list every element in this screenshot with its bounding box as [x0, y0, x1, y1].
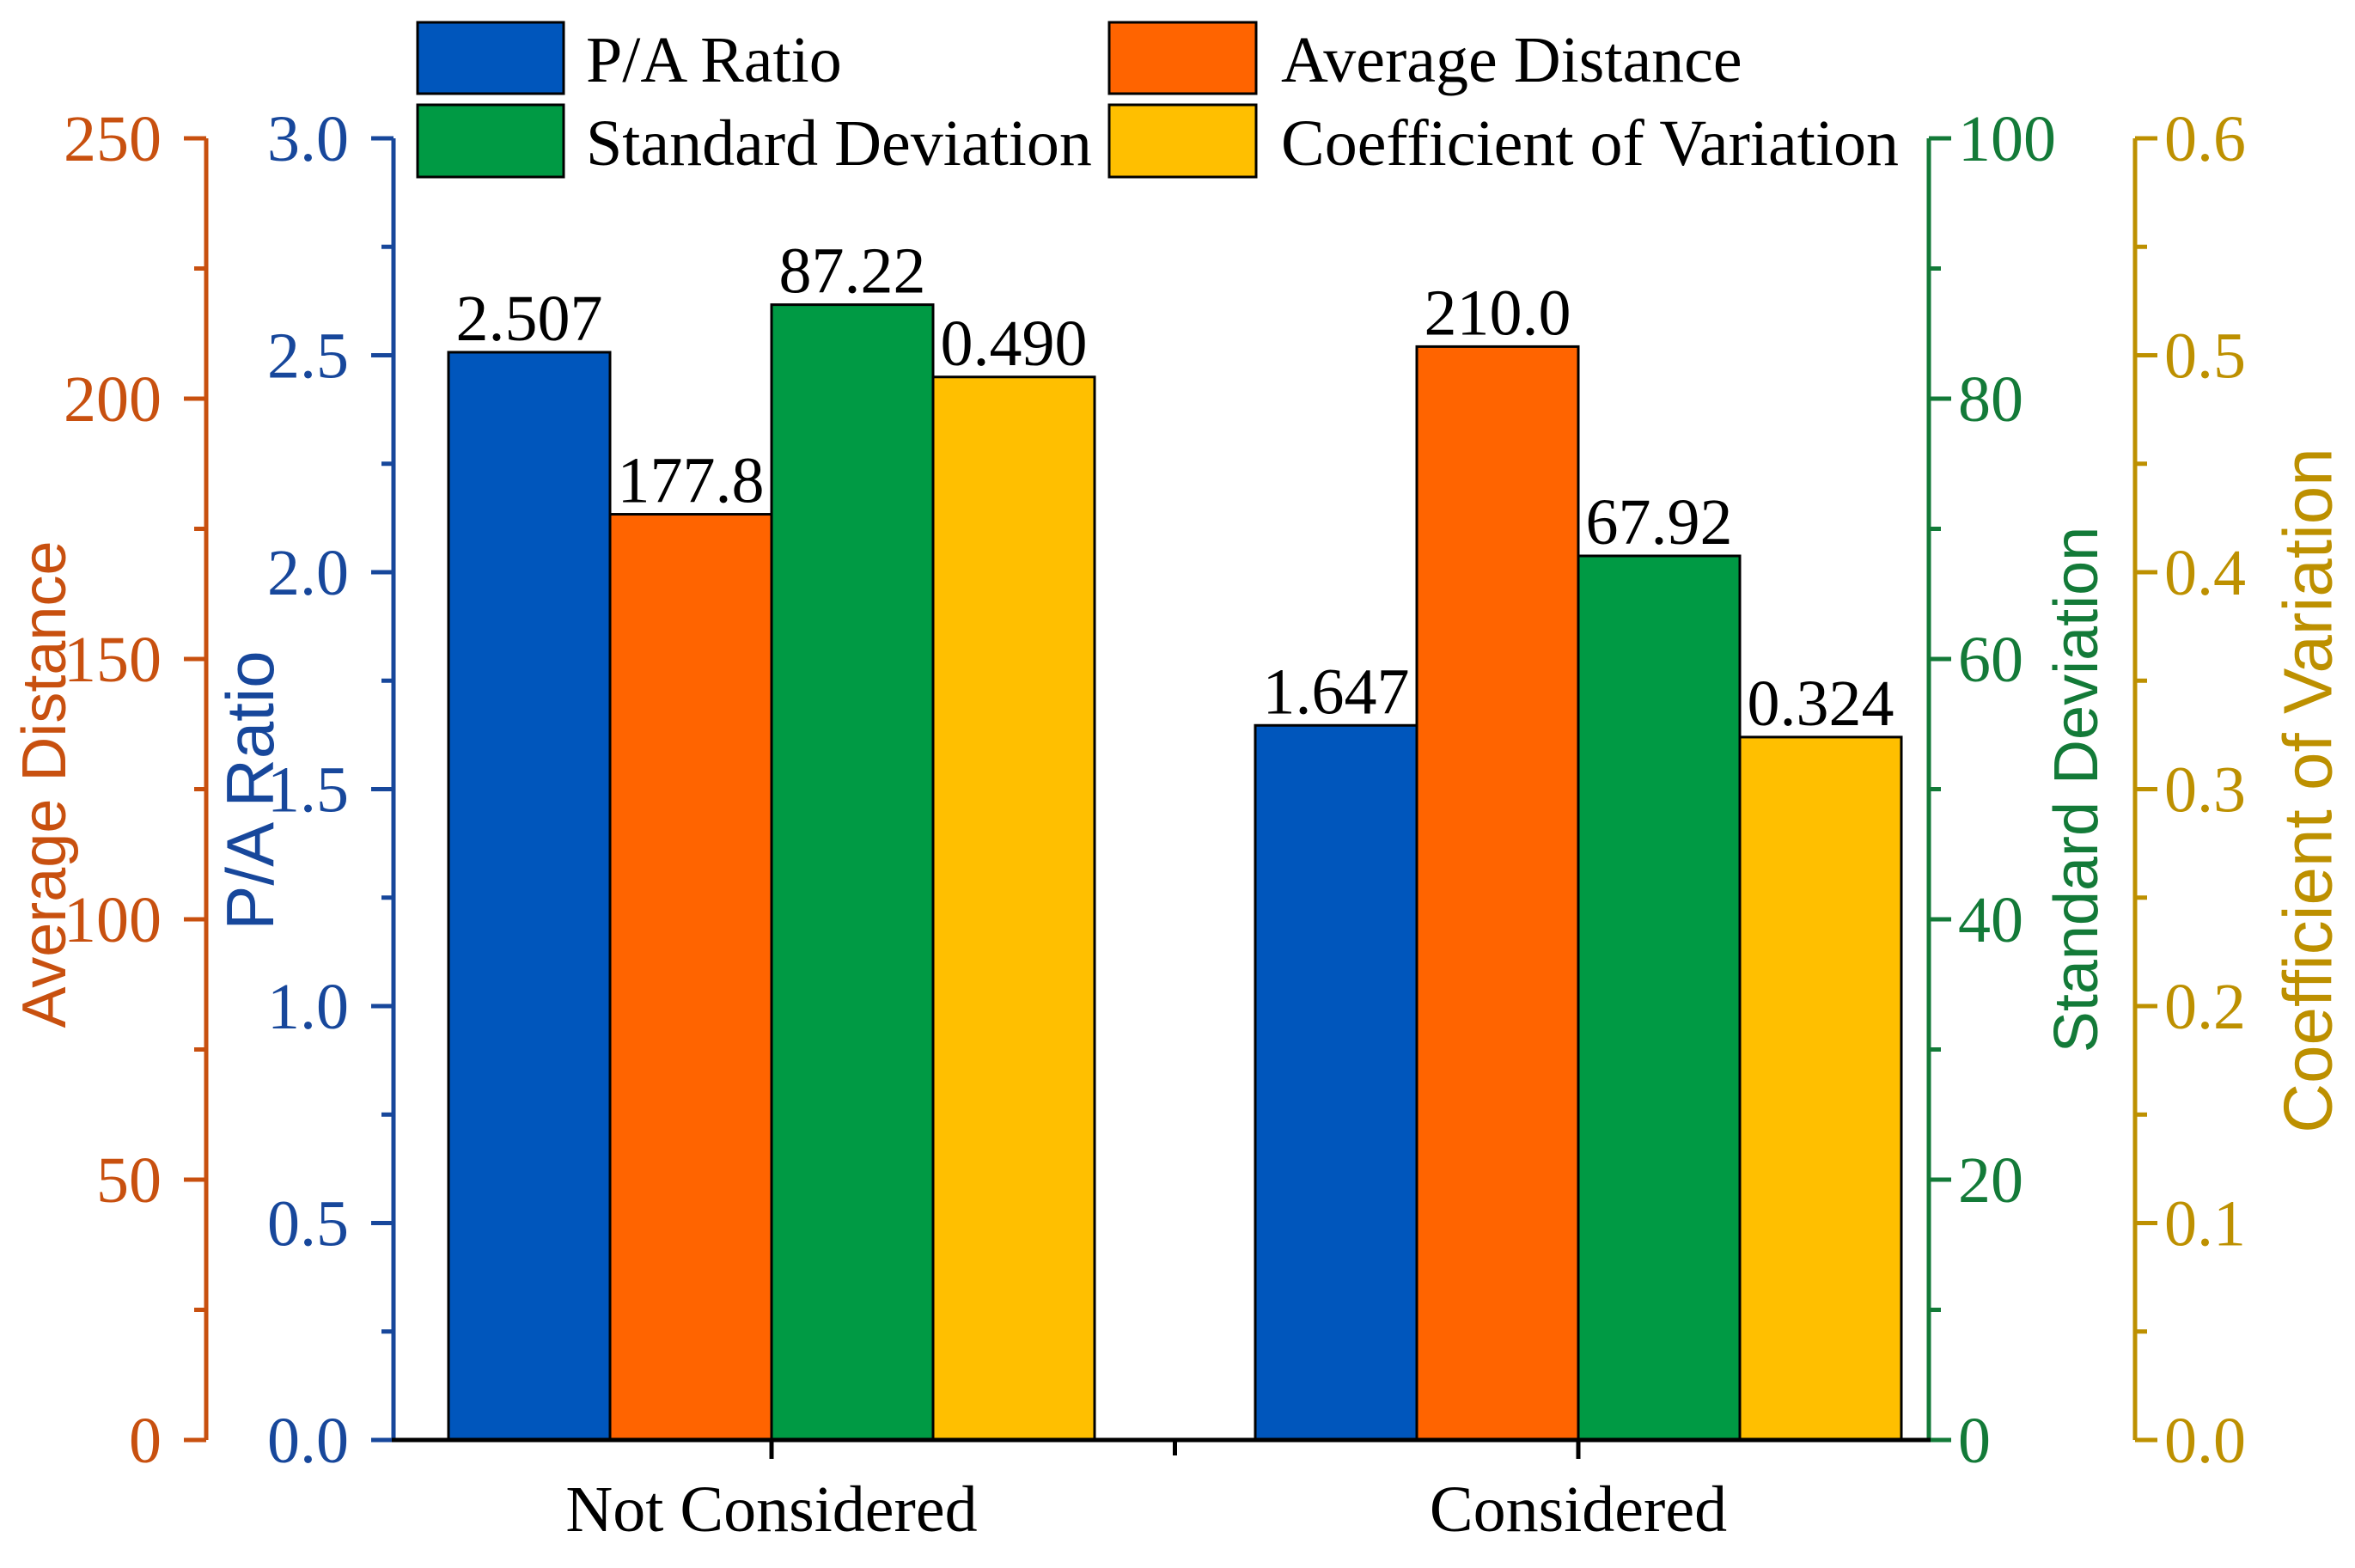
legend-label-coefficient-of-variation: Coefficient of Variation: [1281, 107, 1899, 180]
y-tick-label-coefficient-of-variation: 0.2: [2164, 971, 2246, 1043]
bar-coefficient-of-variation-not-considered: [931, 375, 1096, 1442]
y-tick-label-p-a-ratio: 3.0: [267, 103, 349, 175]
y-axes: 0.0 0.5 1.0 1.5 2.0 2.5 3.0 0 50 100 150 200 250 0 20 4…: [64, 103, 2246, 1477]
bar-standard-deviation-not-considered: [770, 303, 935, 1442]
bars: [447, 303, 1903, 1442]
y-axis-title-p-a-ratio: P/A Ratio: [212, 650, 288, 930]
y-tick-label-average-distance: 0: [129, 1405, 162, 1477]
y-axis-title-standard-deviation: Standard Deviation: [2042, 527, 2111, 1052]
data-label-p-a-ratio-considered: 1.647: [1263, 656, 1410, 728]
y-tick-label-p-a-ratio: 1.0: [267, 971, 349, 1043]
data-label-average-distance-not-considered: 177.8: [618, 445, 765, 517]
y-tick-label-average-distance: 200: [64, 363, 162, 436]
data-labels: 2.507 177.8 87.220.490 1.647 210.0 67.92 0.324: [456, 235, 1894, 740]
y-axis-title-coefficient-of-variation: Coefficient of Variation: [2270, 448, 2346, 1133]
y-tick-label-average-distance: 100: [64, 884, 162, 956]
legend-item-average-distance: Average Distance: [1107, 21, 1742, 96]
y-tick-label-average-distance: 50: [96, 1144, 162, 1217]
y-tick-label-standard-deviation: 100: [1958, 103, 2056, 175]
legend-item-coefficient-of-variation: Coefficient of Variation: [1107, 103, 1899, 180]
data-label-standard-deviation-not-considered: 87.22: [779, 235, 926, 308]
y-tick-label-coefficient-of-variation: 0.5: [2164, 320, 2246, 393]
y-tick-label-standard-deviation: 20: [1958, 1144, 2023, 1217]
bar-p-a-ratio-not-considered: [447, 351, 612, 1442]
y-tick-label-standard-deviation: 40: [1958, 884, 2023, 956]
x-category-label-not-considered: Not Considered: [565, 1473, 977, 1546]
bar-coefficient-of-variation-considered: [1738, 735, 1903, 1442]
data-label-p-a-ratio-not-considered: 2.507: [456, 283, 603, 355]
legend-item-p-a-ratio: P/A Ratio: [416, 21, 842, 96]
bar-average-distance-considered: [1415, 345, 1580, 1442]
legend-swatch-standard-deviation: [416, 103, 565, 179]
y-tick-label-coefficient-of-variation: 0.0: [2164, 1405, 2246, 1477]
y-axis-p-a-ratio: 0.0 0.5 1.0 1.5 2.0 2.5 3.0: [267, 103, 396, 1477]
y-tick-label-standard-deviation: 60: [1958, 624, 2023, 696]
y-tick-label-average-distance: 250: [64, 103, 162, 175]
y-axis-title-average-distance: Average Distance: [10, 541, 79, 1028]
y-tick-label-p-a-ratio: 1.5: [267, 754, 349, 827]
y-tick-label-p-a-ratio: 0.5: [267, 1188, 349, 1260]
data-label-coefficient-of-variation-not-considered: 0.490: [941, 308, 1088, 380]
y-tick-label-p-a-ratio: 0.0: [267, 1405, 349, 1477]
bar-p-a-ratio-considered: [1254, 723, 1418, 1442]
legend-label-p-a-ratio: P/A Ratio: [586, 24, 842, 96]
data-label-standard-deviation-considered: 67.92: [1586, 486, 1733, 558]
legend-swatch-average-distance: [1107, 21, 1258, 95]
y-tick-label-coefficient-of-variation: 0.4: [2164, 537, 2246, 609]
y-tick-label-standard-deviation: 80: [1958, 363, 2023, 436]
legend: P/A Ratio Average Distance Standard Devi…: [416, 21, 1899, 180]
legend-swatch-coefficient-of-variation: [1107, 103, 1258, 179]
legend-item-standard-deviation: Standard Deviation: [416, 103, 1092, 180]
x-category-label-considered: Considered: [1430, 1473, 1727, 1546]
x-axis: Not Considered Considered: [565, 1440, 1727, 1546]
y-tick-label-average-distance: 150: [64, 624, 162, 696]
y-tick-label-coefficient-of-variation: 0.1: [2164, 1188, 2246, 1260]
data-label-average-distance-considered: 210.0: [1425, 277, 1571, 349]
legend-label-standard-deviation: Standard Deviation: [586, 107, 1092, 180]
bar-average-distance-not-considered: [608, 513, 773, 1442]
y-axis-average-distance: 0 50 100 150 200 250: [64, 103, 209, 1477]
y-axis-coefficient-of-variation: 0.0 0.1 0.2 0.3 0.4 0.5 0.6: [2132, 103, 2246, 1477]
legend-label-average-distance: Average Distance: [1281, 24, 1742, 96]
y-tick-label-coefficient-of-variation: 0.6: [2164, 103, 2246, 175]
y-tick-label-p-a-ratio: 2.5: [267, 320, 349, 393]
bar-standard-deviation-considered: [1577, 554, 1742, 1442]
data-label-coefficient-of-variation-considered: 0.324: [1748, 668, 1894, 740]
y-tick-label-standard-deviation: 0: [1958, 1405, 1991, 1477]
y-axis-standard-deviation: 0 20 40 60 80 100: [1926, 103, 2056, 1477]
legend-swatch-p-a-ratio: [416, 21, 565, 95]
y-tick-label-coefficient-of-variation: 0.3: [2164, 754, 2246, 827]
y-tick-label-p-a-ratio: 2.0: [267, 537, 349, 609]
